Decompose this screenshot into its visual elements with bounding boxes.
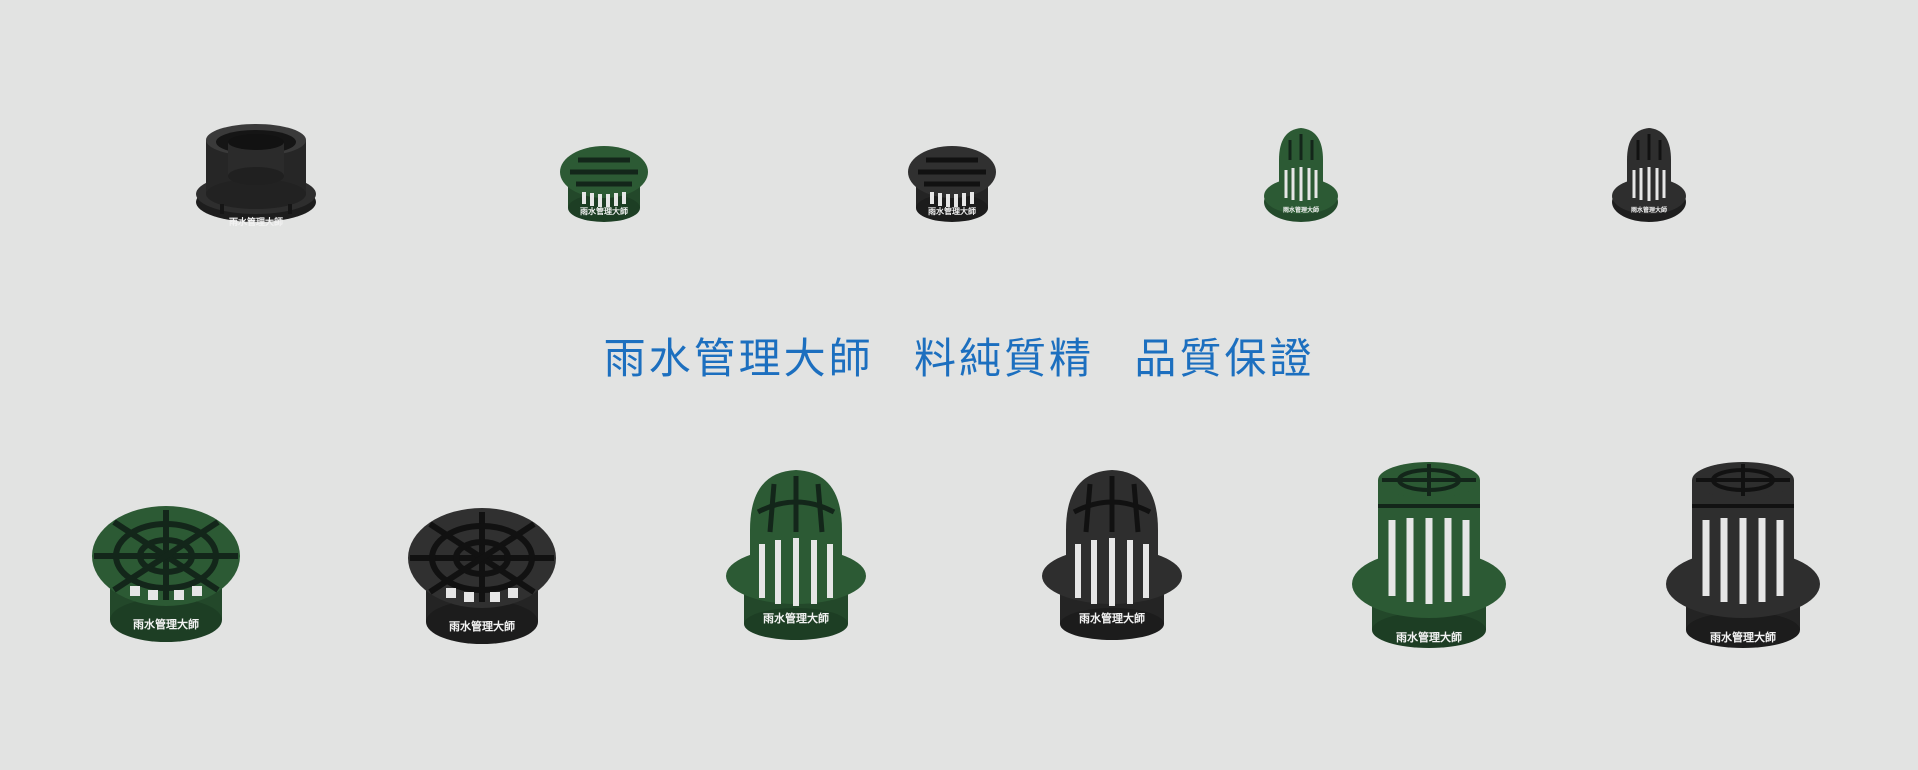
flat-grate-black-large: 雨水管理大師: [406, 502, 558, 652]
brand-stamp: 雨水管理大師: [229, 216, 283, 228]
brand-stamp: 雨水管理大師: [1079, 611, 1145, 625]
flat-grate-black-small: 雨水管理大師: [904, 138, 1000, 228]
drain-fitting-image: 雨水管理大師: [1352, 462, 1506, 648]
drain-fitting-image: 雨水管理大師: [408, 508, 556, 644]
drain-fitting-image: 雨水管理大師: [908, 146, 996, 222]
brand-stamp: 雨水管理大師: [1283, 206, 1319, 214]
brand-stamp: 雨水管理大師: [928, 206, 976, 216]
dome-strainer-green-large: 雨水管理大師: [724, 466, 868, 644]
cylinder-strainer-green: 雨水管理大師: [1350, 456, 1508, 658]
drain-fitting-image: 雨水管理大師: [726, 470, 866, 640]
brand-stamp: 雨水管理大師: [1396, 630, 1462, 644]
flanged-adapter-black: 雨水管理大師: [192, 118, 320, 236]
dome-strainer-green-small: 雨水管理大師: [1262, 124, 1340, 230]
drain-fitting-image: 雨水管理大師: [92, 506, 240, 642]
dome-strainer-black-small: 雨水管理大師: [1610, 124, 1688, 230]
brand-stamp: 雨水管理大師: [763, 611, 829, 625]
dome-strainer-black-large: 雨水管理大師: [1040, 466, 1184, 644]
flat-grate-green-large: 雨水管理大師: [90, 500, 242, 650]
slogan: 雨水管理大師 料純質精 品質保證: [0, 325, 1918, 386]
slogan-brand: 雨水管理大師: [603, 334, 874, 383]
brand-stamp: 雨水管理大師: [1710, 630, 1776, 644]
drain-fitting-image: 雨水管理大師: [560, 146, 648, 222]
slogan-material: 料純質精: [913, 334, 1094, 383]
drain-fitting-image: 雨水管理大師: [1042, 470, 1182, 640]
slogan-quality: 品質保證: [1134, 334, 1315, 383]
brand-stamp: 雨水管理大師: [580, 206, 628, 216]
drain-fitting-image: 雨水管理大師: [196, 124, 316, 228]
drain-fitting-image: 雨水管理大師: [1264, 128, 1338, 222]
cylinder-strainer-black: 雨水管理大師: [1664, 456, 1822, 658]
flat-grate-green-small: 雨水管理大師: [556, 138, 652, 228]
brand-stamp: 雨水管理大師: [133, 617, 199, 631]
brand-stamp: 雨水管理大師: [1631, 206, 1667, 214]
drain-fitting-image: 雨水管理大師: [1612, 128, 1686, 222]
drain-fitting-image: 雨水管理大師: [1666, 462, 1820, 648]
brand-stamp: 雨水管理大師: [449, 619, 515, 633]
